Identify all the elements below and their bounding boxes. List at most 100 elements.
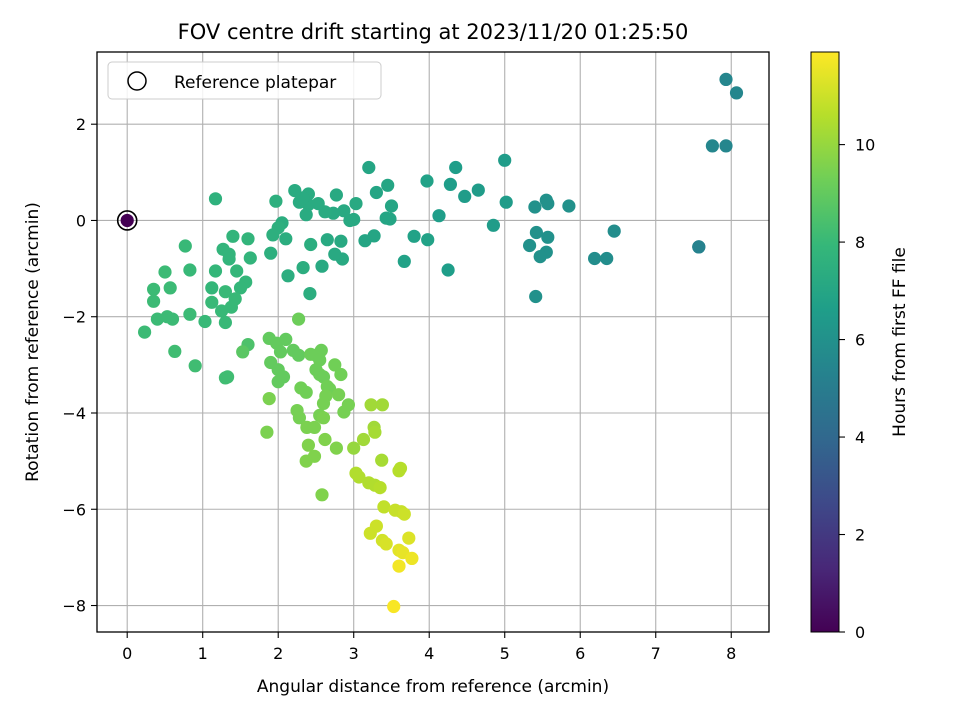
legend: Reference platepar — [107, 61, 382, 100]
y-axis: −8 −6 −4 −2 0 2 — [62, 115, 97, 616]
x-tick-label: 2 — [273, 644, 283, 663]
data-point — [198, 314, 212, 329]
data-point — [260, 425, 274, 439]
reference-point — [120, 213, 134, 228]
data-point — [329, 188, 343, 202]
data-point — [719, 139, 733, 153]
data-point — [719, 72, 733, 86]
data-point — [288, 184, 302, 198]
colorbar-label: Hours from first FF file — [890, 247, 910, 437]
data-point — [222, 252, 236, 266]
x-tick-label: 5 — [500, 644, 510, 663]
data-point — [562, 199, 576, 213]
data-point — [383, 212, 397, 226]
data-point — [349, 197, 363, 211]
data-point — [397, 254, 411, 268]
data-point — [368, 425, 382, 439]
data-point — [337, 204, 351, 218]
data-point — [523, 238, 537, 253]
data-point — [499, 195, 513, 209]
y-tick-label: −8 — [62, 597, 86, 616]
data-point — [528, 200, 542, 214]
data-point — [369, 185, 383, 200]
plot-frame — [96, 51, 770, 633]
data-point — [375, 398, 389, 412]
data-point — [471, 183, 485, 197]
data-point — [147, 294, 161, 308]
data-point — [147, 282, 161, 296]
data-point — [205, 281, 219, 295]
y-tick-label: 2 — [76, 115, 86, 134]
data-point — [301, 438, 315, 452]
data-point — [588, 251, 602, 266]
data-point — [362, 160, 376, 175]
data-point — [364, 398, 378, 412]
reference-point-ring — [116, 210, 138, 231]
y-axis-label: Rotation from reference (arcmin) — [23, 202, 43, 482]
data-point — [356, 432, 371, 447]
data-point — [296, 261, 310, 275]
data-point — [299, 208, 313, 222]
colorbar-tick-label: 4 — [855, 428, 865, 447]
data-point — [138, 325, 152, 339]
data-point — [384, 199, 399, 213]
data-point — [541, 197, 555, 211]
data-point — [387, 599, 401, 614]
data-point — [279, 232, 293, 246]
data-point — [208, 264, 223, 278]
x-tick-label: 1 — [198, 644, 208, 663]
data-point — [318, 432, 332, 447]
data-point — [379, 537, 393, 551]
data-point — [243, 251, 257, 265]
data-points — [138, 72, 744, 614]
grid — [97, 52, 769, 632]
data-point — [183, 307, 197, 321]
x-tick-label: 8 — [726, 644, 736, 663]
colorbar-tick-label: 0 — [855, 623, 865, 642]
data-point — [299, 385, 313, 399]
data-point — [163, 281, 177, 295]
y-tick-label: 0 — [76, 211, 86, 230]
data-point — [218, 285, 232, 299]
y-tick-label: −2 — [62, 308, 86, 327]
data-point — [266, 228, 280, 242]
colorbar-tick-label: 8 — [855, 233, 865, 252]
data-point — [188, 359, 202, 373]
data-point — [332, 388, 346, 402]
data-point — [315, 259, 329, 273]
x-tick-label: 0 — [122, 644, 132, 663]
data-point — [205, 295, 219, 309]
data-point — [432, 209, 446, 223]
data-point — [299, 454, 313, 468]
data-point — [165, 312, 180, 326]
legend-entry-reference: Reference platepar — [174, 73, 336, 93]
data-point — [600, 251, 614, 266]
reference-marker — [116, 210, 138, 231]
data-point — [241, 232, 255, 246]
legend-box — [107, 61, 382, 100]
data-point — [307, 420, 322, 434]
data-point — [397, 507, 411, 521]
data-point — [405, 551, 419, 566]
data-point — [334, 234, 348, 248]
data-point — [304, 237, 318, 252]
data-point — [407, 229, 421, 243]
data-point — [316, 396, 331, 410]
data-point — [183, 263, 197, 277]
data-point — [221, 370, 235, 384]
data-point — [292, 411, 306, 425]
data-point — [271, 375, 285, 389]
data-point — [441, 263, 455, 277]
data-point — [303, 287, 317, 301]
data-point — [328, 247, 342, 261]
data-point — [281, 269, 295, 283]
data-point — [420, 174, 434, 188]
colorbar-ticks: 0 2 4 6 8 10 — [839, 136, 875, 642]
data-point — [692, 240, 706, 254]
data-point — [443, 177, 457, 191]
legend-marker-reference — [127, 71, 147, 91]
data-point — [273, 345, 288, 359]
data-point — [363, 526, 377, 540]
data-point — [529, 289, 543, 304]
y-tick-label: −6 — [62, 500, 86, 519]
